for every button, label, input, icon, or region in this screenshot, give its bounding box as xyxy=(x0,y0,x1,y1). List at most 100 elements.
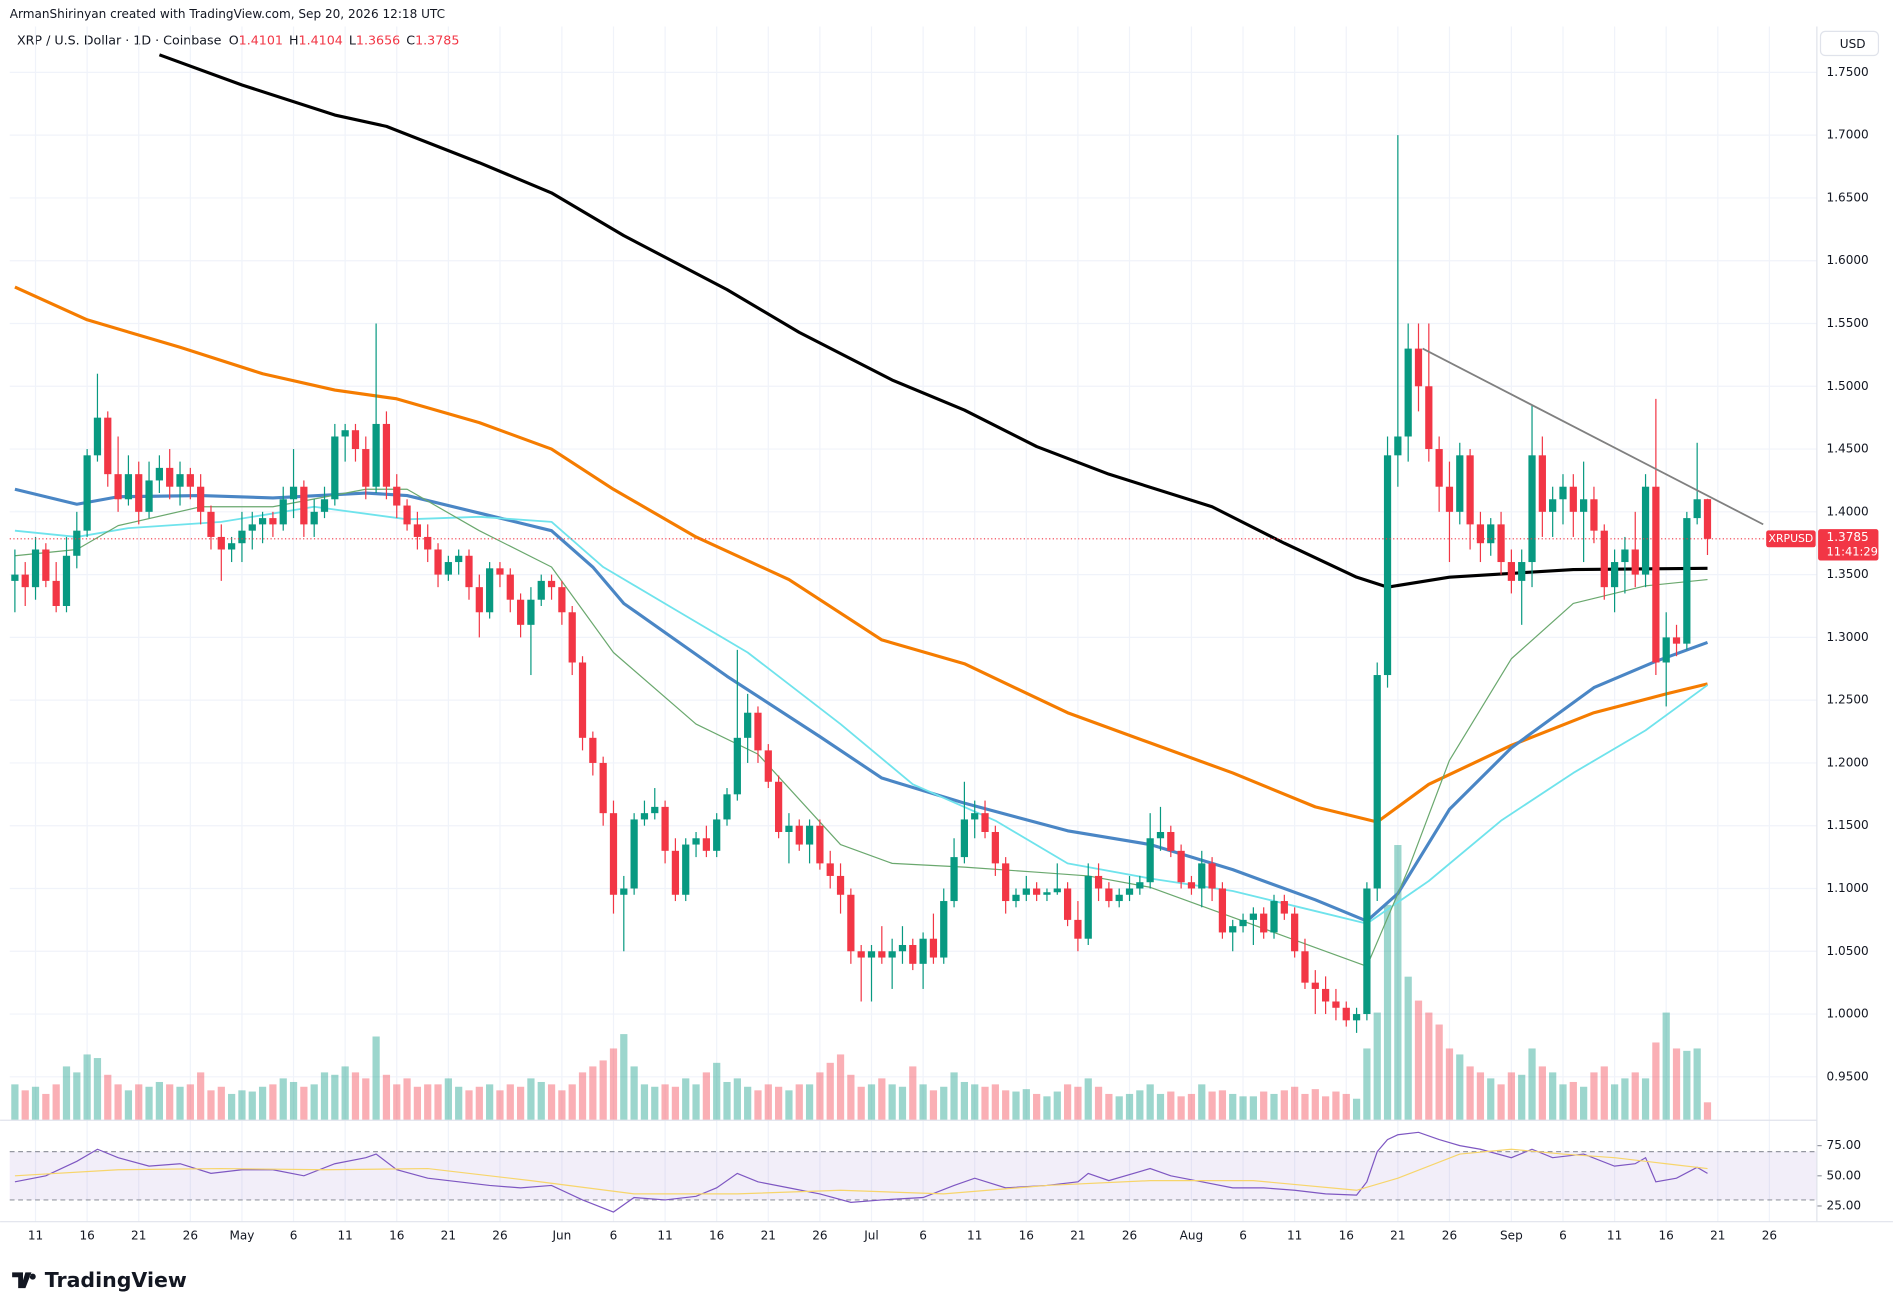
volume-bar xyxy=(640,1084,649,1121)
candle-body xyxy=(847,894,855,952)
volume-bar xyxy=(62,1066,71,1121)
candle-body xyxy=(1033,888,1041,895)
candle-body xyxy=(1425,386,1433,450)
volume-bar xyxy=(682,1078,690,1121)
volume-bar xyxy=(971,1084,979,1121)
candle-body xyxy=(1456,455,1464,512)
volume-bar xyxy=(176,1086,184,1121)
volume-bar xyxy=(1445,1048,1454,1121)
volume-bar xyxy=(702,1072,710,1121)
volume-bar xyxy=(166,1084,174,1121)
candle-body xyxy=(857,951,865,958)
volume-bar xyxy=(991,1084,999,1121)
candle-body xyxy=(403,505,411,525)
x-tick-label: Aug xyxy=(1180,1229,1204,1243)
volume-bar xyxy=(486,1084,494,1121)
currency-button[interactable] xyxy=(1819,30,1880,57)
candle-body xyxy=(620,888,628,895)
volume-bar xyxy=(1291,1086,1299,1121)
volume-bar xyxy=(764,1084,772,1121)
candle-body xyxy=(867,951,876,958)
candle-body xyxy=(609,813,618,895)
candle-body xyxy=(145,480,153,512)
volume-bar xyxy=(816,1072,824,1121)
x-tick-label: Jul xyxy=(863,1229,879,1243)
logo-mark xyxy=(12,1272,36,1289)
volume-bar xyxy=(475,1086,483,1121)
volume-bar xyxy=(589,1066,597,1121)
volume-bar xyxy=(1260,1091,1268,1121)
candle-body xyxy=(1332,1001,1340,1008)
candle-body xyxy=(1249,913,1257,920)
candle-body xyxy=(826,863,834,876)
volume-bar xyxy=(950,1072,958,1121)
candle-body xyxy=(1590,499,1598,531)
candle-body xyxy=(31,549,40,588)
candle-body xyxy=(1631,549,1639,575)
ohlc-letter: H xyxy=(289,33,299,48)
volume-bar xyxy=(1146,1084,1154,1121)
volume-bar xyxy=(1518,1074,1526,1121)
volume-bar xyxy=(960,1081,969,1121)
candle-body xyxy=(93,417,102,456)
x-tick-label: 21 xyxy=(131,1229,146,1243)
candle-body xyxy=(228,543,236,550)
volume-bar xyxy=(671,1086,680,1121)
candle-body xyxy=(888,951,896,958)
candle-body xyxy=(1156,831,1165,839)
x-tick-label: 11 xyxy=(967,1229,982,1243)
y-tick-label: 1.7000 xyxy=(1827,128,1869,142)
countdown: 11:41:29 xyxy=(1827,545,1878,559)
volume-bar xyxy=(1022,1089,1030,1121)
x-tick-label: 21 xyxy=(761,1229,776,1243)
candle-body xyxy=(991,831,999,864)
volume-bar xyxy=(93,1058,102,1121)
volume-bar xyxy=(537,1081,545,1121)
candle-body xyxy=(1167,831,1175,851)
candle-body xyxy=(764,750,772,782)
currency[interactable]: USD xyxy=(1840,37,1866,51)
candle-body xyxy=(496,568,504,575)
candle-body xyxy=(124,474,133,500)
candle-body xyxy=(1239,919,1247,927)
candle-body xyxy=(83,455,91,531)
volume-bar xyxy=(444,1078,452,1121)
candle-body xyxy=(836,875,845,895)
volume-bar xyxy=(1074,1086,1082,1121)
candle-body xyxy=(516,599,525,625)
candle-body xyxy=(135,474,143,512)
candle-body xyxy=(1311,982,1319,989)
volume-bar xyxy=(403,1078,411,1121)
candle-body xyxy=(1476,524,1485,544)
volume-bar xyxy=(73,1072,81,1121)
volume-bar xyxy=(434,1084,442,1121)
candle-body xyxy=(795,825,803,845)
volume-bar xyxy=(1280,1090,1288,1121)
x-tick-label: 6 xyxy=(610,1229,618,1243)
x-tick-label: 16 xyxy=(79,1229,94,1243)
y-tick-label: 1.0000 xyxy=(1827,1007,1869,1021)
moving-average xyxy=(14,285,1708,824)
candle-body xyxy=(1074,919,1082,939)
candle-body xyxy=(104,417,112,475)
volume-bar xyxy=(1311,1089,1319,1121)
rsi-line xyxy=(14,1148,1708,1195)
volume-bar xyxy=(1394,845,1402,1121)
volume-bar xyxy=(269,1084,277,1121)
volume-bar xyxy=(197,1072,205,1121)
volume-bar xyxy=(1342,1093,1350,1121)
y-tick-label: 1.1500 xyxy=(1827,818,1869,832)
volume-bar xyxy=(465,1090,473,1121)
volume-bar xyxy=(279,1078,287,1121)
volume-bar xyxy=(909,1066,917,1121)
candle-body xyxy=(702,838,710,851)
candle-body xyxy=(1342,1007,1350,1021)
volume-bar xyxy=(620,1034,628,1121)
volume-bar xyxy=(382,1074,391,1121)
price-tag-value: 1.3785 xyxy=(1827,530,1869,544)
volume-bar xyxy=(1383,904,1392,1121)
volume-bar xyxy=(362,1078,370,1121)
candle-body xyxy=(1352,1014,1361,1021)
candle-body xyxy=(1177,850,1185,883)
volume-bar xyxy=(21,1090,29,1121)
